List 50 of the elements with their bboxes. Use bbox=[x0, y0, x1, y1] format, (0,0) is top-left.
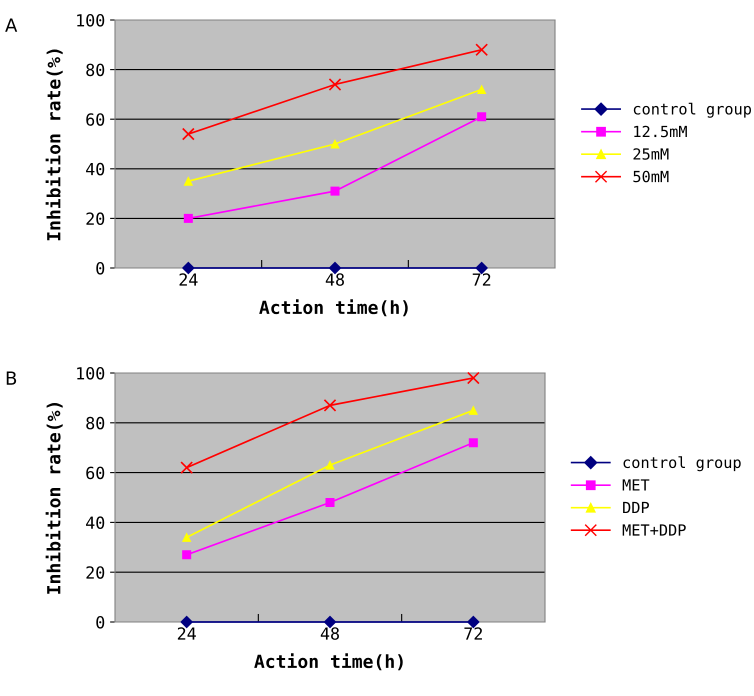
point bbox=[468, 438, 478, 448]
y-tick-label: 20 bbox=[86, 566, 104, 579]
point bbox=[477, 112, 486, 122]
point bbox=[325, 460, 335, 470]
y-tick-label: 60 bbox=[86, 113, 104, 126]
y-tick-label: 100 bbox=[77, 367, 104, 380]
point bbox=[330, 139, 340, 149]
x-tick-label: 48 bbox=[326, 273, 344, 286]
text: B bbox=[6, 372, 16, 385]
x-tick-label: 72 bbox=[464, 627, 482, 640]
legend-label: control group bbox=[634, 102, 752, 118]
y-tick-label: 60 bbox=[86, 466, 104, 480]
text: A bbox=[5, 18, 18, 32]
point bbox=[184, 176, 193, 186]
y-tick-label: 0 bbox=[96, 262, 104, 275]
y-tick-label: 80 bbox=[86, 64, 104, 76]
legend-label: DDP bbox=[623, 502, 649, 514]
legend-label: 25mM bbox=[634, 148, 668, 160]
x-tick-label: 72 bbox=[472, 273, 490, 286]
y-axis-title: Inhibition rate(%) bbox=[46, 50, 63, 240]
x-axis-title: Action time(h) bbox=[254, 653, 403, 670]
x-axis-title: Action time(h) bbox=[259, 299, 408, 316]
point bbox=[328, 78, 342, 91]
legend-label: MET+DDP bbox=[622, 524, 686, 536]
legend-label: 50mM bbox=[633, 170, 668, 182]
point bbox=[325, 498, 335, 507]
x-tick-label: 24 bbox=[178, 627, 196, 640]
point bbox=[330, 186, 340, 196]
point bbox=[180, 461, 194, 474]
point bbox=[477, 84, 486, 94]
y-tick-label: 40 bbox=[86, 516, 104, 530]
x-tick-label: 24 bbox=[180, 273, 198, 286]
point bbox=[182, 550, 192, 560]
point bbox=[468, 406, 478, 415]
legend-label: MET bbox=[622, 479, 650, 491]
point bbox=[324, 398, 336, 412]
point bbox=[182, 532, 192, 542]
y-tick-label: 20 bbox=[86, 212, 104, 226]
legend-label: 12.5mM bbox=[634, 126, 687, 138]
y-axis-title: Inhibition rate(%) bbox=[46, 403, 63, 594]
y-tick-label: 80 bbox=[86, 416, 104, 430]
y-tick-label: 0 bbox=[96, 616, 104, 629]
point bbox=[475, 43, 488, 56]
x-tick-label: 48 bbox=[320, 627, 339, 640]
point bbox=[184, 214, 193, 223]
point bbox=[182, 128, 195, 140]
y-tick-label: 100 bbox=[77, 14, 104, 27]
point bbox=[466, 372, 480, 384]
legend-label: control group bbox=[624, 456, 741, 472]
y-tick-label: 40 bbox=[86, 162, 104, 176]
